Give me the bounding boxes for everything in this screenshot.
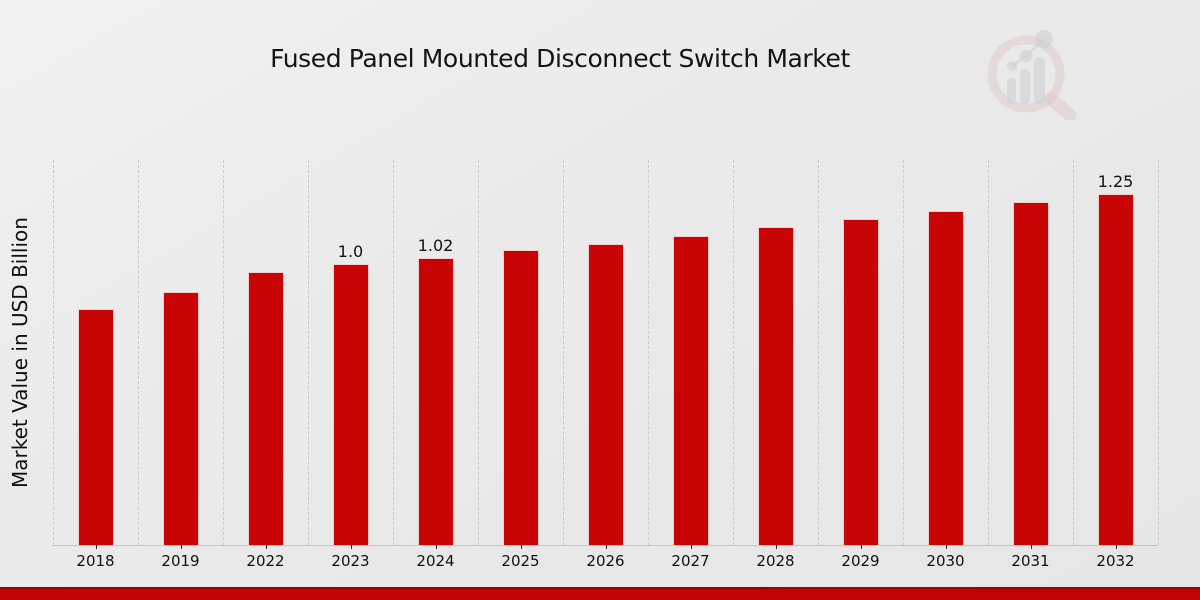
gridline bbox=[393, 160, 394, 545]
bar-value-label: 1.02 bbox=[417, 236, 454, 256]
x-tick-label-2032: 2032 bbox=[1096, 552, 1135, 570]
x-tick-label-2028: 2028 bbox=[756, 552, 795, 570]
bar-2030 bbox=[927, 210, 964, 545]
x-tick-label-2031: 2031 bbox=[1011, 552, 1050, 570]
plot-area: 2018 2019 2022 1.0 2023 1.02 2024 2025 2026 2027 2… bbox=[53, 160, 1159, 570]
x-axis-tick bbox=[860, 545, 862, 549]
x-tick-label-2022: 2022 bbox=[246, 552, 285, 570]
x-tick-label-2018: 2018 bbox=[76, 552, 115, 570]
bar-2026 bbox=[587, 244, 624, 545]
x-tick-label-2029: 2029 bbox=[841, 552, 880, 570]
x-axis-tick bbox=[435, 545, 437, 549]
gridline bbox=[903, 160, 904, 545]
bar-2031 bbox=[1012, 202, 1049, 545]
x-axis-tick bbox=[520, 545, 522, 549]
gridline bbox=[648, 160, 649, 545]
x-tick-label-2026: 2026 bbox=[586, 552, 625, 570]
gridline bbox=[818, 160, 819, 545]
bar-2027 bbox=[672, 235, 709, 545]
gridline bbox=[308, 160, 309, 545]
gridline bbox=[1073, 160, 1074, 545]
x-axis-tick bbox=[1030, 545, 1032, 549]
x-axis-tick bbox=[1115, 545, 1117, 549]
gridline bbox=[53, 160, 54, 545]
bar-value-label: 1.0 bbox=[337, 241, 364, 261]
bar-value-label: 1.25 bbox=[1097, 171, 1134, 191]
bar-2022 bbox=[247, 272, 284, 545]
gridline bbox=[733, 160, 734, 545]
gridline bbox=[1158, 160, 1159, 545]
x-tick-label-2019: 2019 bbox=[161, 552, 200, 570]
bar-2023 bbox=[332, 263, 369, 545]
gridline bbox=[223, 160, 224, 545]
x-tick-label-2030: 2030 bbox=[926, 552, 965, 570]
x-tick-label-2024: 2024 bbox=[416, 552, 455, 570]
bar-2024 bbox=[417, 258, 454, 545]
footer-accent-bar bbox=[0, 587, 1200, 600]
x-axis-tick bbox=[775, 545, 777, 549]
x-axis-tick bbox=[605, 545, 607, 549]
gridline bbox=[478, 160, 479, 545]
y-axis-title: Market Value in USD Billion bbox=[8, 217, 32, 488]
x-tick-label-2025: 2025 bbox=[501, 552, 540, 570]
magnifier-growth-chart-icon bbox=[988, 30, 1077, 120]
bar-2018 bbox=[77, 308, 114, 545]
gridline bbox=[988, 160, 989, 545]
x-axis-tick bbox=[180, 545, 182, 549]
gridline bbox=[138, 160, 139, 545]
chart-title: Fused Panel Mounted Disconnect Switch Ma… bbox=[270, 44, 850, 73]
bar-2028 bbox=[757, 227, 794, 545]
gridline bbox=[563, 160, 564, 545]
x-axis-tick bbox=[265, 545, 267, 549]
x-tick-label-2027: 2027 bbox=[671, 552, 710, 570]
bar-2032 bbox=[1097, 193, 1134, 545]
x-axis-tick bbox=[945, 545, 947, 549]
x-tick-label-2023: 2023 bbox=[331, 552, 370, 570]
bar-2029 bbox=[842, 219, 879, 545]
x-axis-tick bbox=[95, 545, 97, 549]
bar-2019 bbox=[162, 292, 199, 545]
bar-2025 bbox=[502, 249, 539, 545]
x-axis-tick bbox=[350, 545, 352, 549]
x-axis-tick bbox=[690, 545, 692, 549]
